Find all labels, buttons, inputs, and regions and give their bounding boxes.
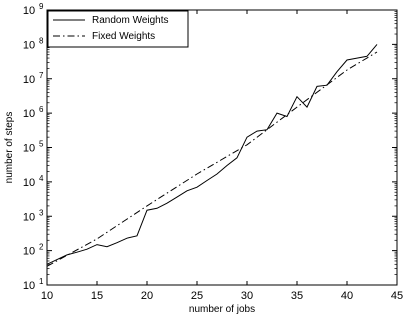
legend: Random Weights Fixed Weights: [47, 10, 189, 48]
x-tick-label: 30: [241, 290, 253, 302]
x-tick-label: 15: [91, 290, 103, 302]
x-tick-label: 10: [41, 290, 53, 302]
y-tick-label-base: 10: [23, 246, 35, 258]
y-tick-label-exponent: 3: [39, 208, 44, 217]
y-tick-label-exponent: 5: [39, 140, 44, 149]
legend-label-fixed-weights: Fixed Weights: [92, 31, 155, 42]
x-tick-label: 20: [141, 290, 153, 302]
x-tick-label: 40: [341, 290, 353, 302]
y-tick-label-exponent: 4: [39, 174, 44, 183]
x-tick-labels: 10 15 20 25 30 35 40 45: [41, 290, 403, 302]
y-tick-label-exponent: 1: [39, 277, 44, 286]
y-tick-label-base: 10: [23, 177, 35, 189]
y-tick-label-exponent: 9: [39, 2, 44, 11]
axis-ticks: [46, 9, 398, 286]
series-layer: [46, 44, 378, 267]
y-tick-label-base: 10: [23, 143, 35, 155]
legend-box: [47, 10, 189, 48]
series-line-fixed-weights: [46, 51, 378, 267]
x-tick-label: 35: [291, 290, 303, 302]
y-tick-label-exponent: 2: [39, 243, 44, 252]
x-tick-label: 25: [191, 290, 203, 302]
y-tick-label-exponent: 6: [39, 105, 44, 114]
y-tick-label-base: 10: [23, 108, 35, 120]
y-tick-label-base: 10: [23, 5, 35, 17]
y-tick-label-base: 10: [23, 280, 35, 292]
plot-frame: [46, 9, 398, 286]
y-tick-label-exponent: 8: [39, 36, 44, 45]
y-tick-label-base: 10: [23, 39, 35, 51]
y-axis-label: number of steps: [4, 112, 15, 184]
y-tick-label-base: 10: [23, 74, 35, 86]
x-tick-label: 45: [391, 290, 403, 302]
x-axis-label: number of jobs: [189, 304, 255, 315]
y-tick-label-base: 10: [23, 211, 35, 223]
y-tick-label-exponent: 7: [39, 71, 44, 80]
series-line-random-weights: [46, 44, 378, 265]
y-tick-labels: 10 1 10 2 10 3 10 4 10 5 10 6 10 7 10 8 10 9: [23, 2, 44, 292]
legend-label-random-weights: Random Weights: [92, 15, 169, 26]
